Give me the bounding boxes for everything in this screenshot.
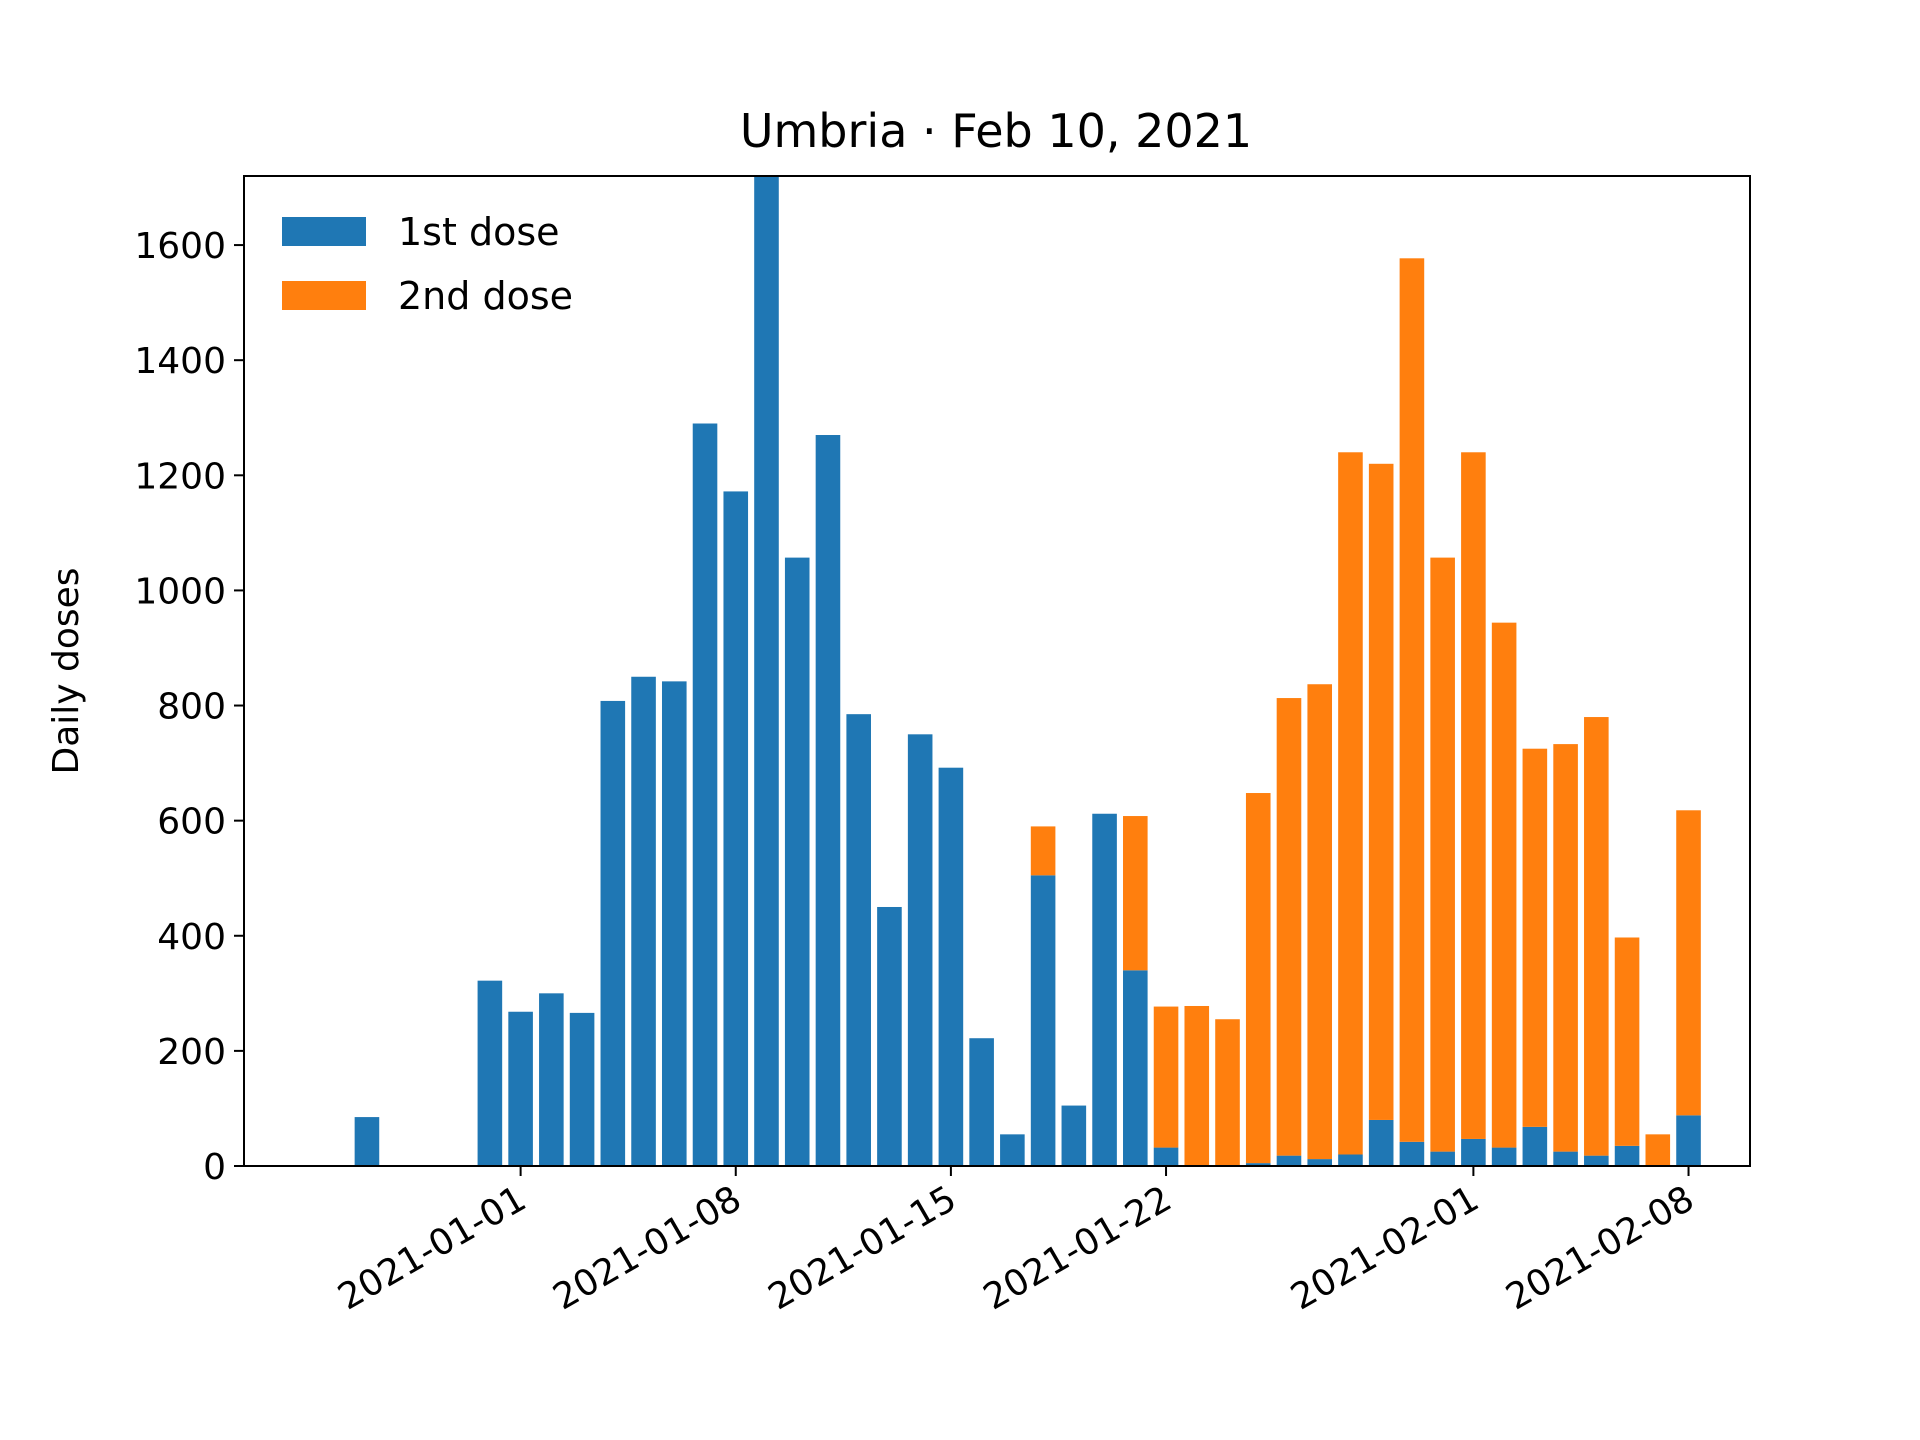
bar-first-dose [1553, 1151, 1578, 1166]
bar-second-dose [1184, 1005, 1210, 1166]
bar-first-dose [477, 980, 503, 1166]
bar-first-dose [846, 714, 871, 1166]
bar-second-dose [1676, 810, 1701, 1116]
legend-label-first-dose: 1st dose [398, 210, 560, 254]
bar-first-dose [600, 700, 626, 1166]
legend-label-second-dose: 2nd dose [398, 274, 573, 318]
legend: 1st dose 2nd dose [282, 210, 573, 318]
bar-second-dose [1461, 452, 1486, 1139]
bar-first-dose [1092, 813, 1117, 1166]
bar-second-dose [1123, 816, 1148, 971]
bar-first-dose [1000, 1134, 1025, 1166]
bar-first-dose [754, 176, 779, 1166]
y-tick-label: 0 [203, 1147, 226, 1188]
x-tick-label: 2021-01-08 [547, 1178, 749, 1318]
y-tick-label: 200 [157, 1032, 226, 1073]
bar-first-dose [1614, 1145, 1640, 1166]
bar-first-dose [877, 906, 902, 1166]
x-tick-label: 2021-01-01 [331, 1178, 533, 1318]
bar-first-dose [1307, 1159, 1333, 1166]
bar-first-dose [723, 491, 749, 1167]
bar-first-dose [1061, 1105, 1087, 1166]
bar-first-dose [661, 681, 687, 1166]
x-tick-label: 2021-01-22 [977, 1178, 1179, 1318]
bar-first-dose [784, 557, 810, 1166]
bar-first-dose [1368, 1119, 1394, 1166]
bar-first-dose [969, 1038, 994, 1166]
y-axis: 0 200 400 600 800 1000 1200 1400 1600 [134, 226, 244, 1188]
bar-second-dose [1368, 463, 1394, 1120]
bar-second-dose [1399, 258, 1425, 1142]
bar-first-dose [1123, 970, 1148, 1166]
bar-second-dose [1153, 1006, 1179, 1148]
bar-second-dose [1491, 622, 1517, 1148]
y-tick-label: 600 [157, 802, 226, 843]
bar-first-dose [1399, 1141, 1425, 1166]
bar-first-dose [692, 423, 718, 1166]
y-tick-label: 1400 [134, 341, 226, 382]
bars-layer [354, 176, 1701, 1167]
x-axis: 2021-01-01 2021-01-08 2021-01-15 2021-01-22… [331, 1166, 1701, 1318]
bar-first-dose [631, 676, 656, 1166]
y-tick-label: 1200 [134, 456, 226, 497]
bar-second-dose [1030, 826, 1056, 876]
bar-second-dose [1245, 793, 1271, 1164]
bar-first-dose [1030, 875, 1056, 1166]
y-axis-label: Daily doses [46, 567, 87, 774]
plot-frame [243, 175, 1751, 1167]
bar-second-dose [1584, 717, 1609, 1156]
bar-first-dose [815, 435, 841, 1167]
bar-second-dose [1215, 1019, 1240, 1166]
bar-second-dose [1522, 748, 1548, 1127]
bar-first-dose [938, 767, 964, 1166]
bar-second-dose [1276, 698, 1302, 1156]
x-tick-label: 2021-02-01 [1284, 1178, 1486, 1318]
bar-first-dose [539, 993, 564, 1166]
bar-first-dose [1338, 1154, 1363, 1166]
bar-first-dose [1245, 1163, 1271, 1166]
bar-second-dose [1645, 1134, 1671, 1166]
bar-first-dose [354, 1117, 380, 1166]
bar-first-dose [1276, 1155, 1302, 1166]
bar-second-dose [1614, 937, 1640, 1146]
bar-first-dose [1584, 1155, 1609, 1166]
y-tick-label: 1000 [134, 571, 226, 612]
bar-first-dose [1461, 1138, 1486, 1166]
y-tick-label: 800 [157, 687, 226, 728]
bar-second-dose [1307, 684, 1333, 1160]
y-tick-label: 400 [157, 917, 226, 958]
bar-first-dose [1491, 1147, 1517, 1166]
x-tick-label: 2021-02-08 [1499, 1178, 1701, 1318]
bar-second-dose [1553, 744, 1578, 1152]
bar-first-dose [569, 1012, 595, 1166]
bar-first-dose [508, 1011, 533, 1166]
bar-first-dose [1430, 1151, 1455, 1166]
legend-swatch-second-dose [282, 281, 366, 310]
bar-first-dose [1153, 1147, 1179, 1166]
y-tick-label: 1600 [134, 226, 226, 267]
x-tick-label: 2021-01-15 [762, 1178, 964, 1318]
bar-first-dose [1676, 1115, 1701, 1166]
bar-second-dose [1430, 557, 1455, 1152]
bar-second-dose [1338, 452, 1363, 1155]
chart-title: Umbria · Feb 10, 2021 [740, 104, 1252, 158]
bar-first-dose [1522, 1126, 1548, 1166]
legend-swatch-first-dose [282, 217, 366, 246]
bar-first-dose [907, 734, 933, 1166]
